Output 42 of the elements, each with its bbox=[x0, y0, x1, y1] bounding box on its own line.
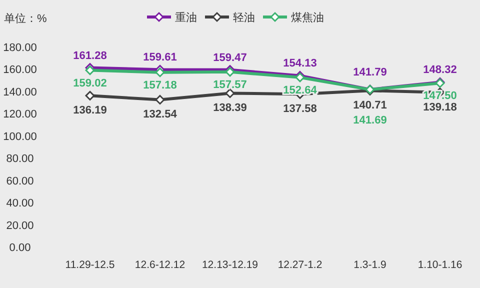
y-tick-label: 20.00 bbox=[6, 220, 34, 232]
data-label: 159.02 bbox=[73, 77, 107, 90]
y-tick-label: 140.00 bbox=[3, 86, 37, 98]
legend-label: 轻油 bbox=[233, 11, 255, 24]
data-label: 137.58 bbox=[283, 103, 317, 116]
data-label: 157.18 bbox=[143, 79, 177, 92]
data-label: 141.79 bbox=[353, 66, 387, 78]
y-tick-label: 80.00 bbox=[6, 153, 34, 166]
point bbox=[225, 88, 235, 98]
point bbox=[85, 66, 95, 76]
y-tick-label: 120.00 bbox=[3, 108, 37, 121]
data-label: 136.19 bbox=[73, 104, 107, 117]
data-label: 139.18 bbox=[423, 101, 457, 114]
legend-label: 煤焦油 bbox=[291, 11, 324, 24]
x-tick-label: 11.29-12.5 bbox=[65, 259, 115, 271]
y-tick-label: 60.00 bbox=[6, 175, 34, 188]
x-tick-label: 12.13-12.19 bbox=[202, 259, 258, 271]
data-label: 154.13 bbox=[283, 58, 317, 70]
point bbox=[85, 90, 95, 100]
y-axis-title: 单位：% bbox=[4, 12, 47, 25]
x-tick-label: 12.27-1.2 bbox=[278, 259, 322, 271]
legend-label: 重油 bbox=[175, 11, 197, 24]
data-label: 147.50 bbox=[423, 90, 457, 102]
y-tick-label: 40.00 bbox=[6, 198, 34, 210]
data-label: 159.61 bbox=[143, 52, 177, 64]
data-label: 157.57 bbox=[213, 78, 247, 91]
point bbox=[155, 94, 165, 104]
x-tick-label: 1.3-1.9 bbox=[354, 259, 386, 271]
x-tick-label: 1.10-1.16 bbox=[418, 259, 462, 271]
x-tick-label: 12.6-12.12 bbox=[134, 259, 186, 271]
data-label: 159.47 bbox=[213, 52, 247, 64]
data-label: 132.54 bbox=[143, 108, 178, 121]
data-label: 161.28 bbox=[73, 50, 107, 62]
data-label: 141.69 bbox=[353, 114, 387, 127]
data-label: 138.39 bbox=[213, 102, 247, 114]
y-tick-label: 100.00 bbox=[3, 130, 37, 143]
data-label: 148.32 bbox=[423, 64, 457, 76]
y-tick-label: 160.00 bbox=[3, 64, 37, 76]
y-tick-label: 180.00 bbox=[3, 42, 37, 54]
data-label: 140.71 bbox=[353, 100, 387, 112]
point bbox=[155, 68, 165, 78]
y-tick-label: 0.00 bbox=[9, 242, 31, 254]
